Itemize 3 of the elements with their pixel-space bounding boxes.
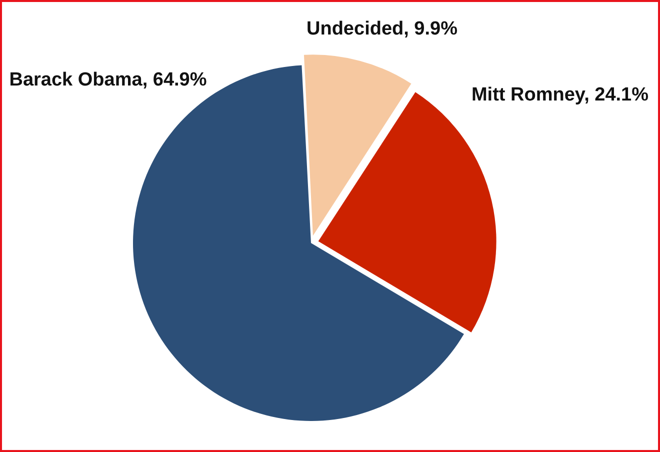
slice-label: Undecided, 9.9%	[306, 18, 458, 42]
slice-label: Mitt Romney, 24.1%	[471, 84, 649, 108]
slice-label: Barack Obama, 64.9%	[9, 68, 207, 92]
